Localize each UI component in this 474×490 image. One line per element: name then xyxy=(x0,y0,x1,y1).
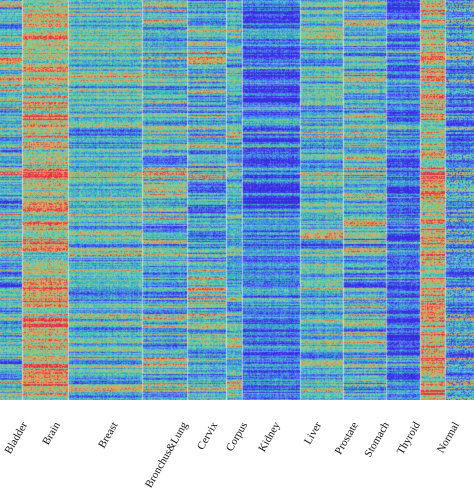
tissue-label-liver: Liver xyxy=(301,420,325,447)
expression-heatmap xyxy=(0,0,474,400)
tissue-label-bronchus-lung: Bronchus&Lung xyxy=(142,420,191,490)
tissue-label-cervix: Cervix xyxy=(194,420,221,452)
tissue-label-brain: Brain xyxy=(40,420,63,448)
tissue-label-bladder: Bladder xyxy=(2,420,31,457)
tissue-label-thyroid: Thyroid xyxy=(394,420,423,457)
tissue-label-normal: Normal xyxy=(434,420,463,456)
tissue-label-stomach: Stomach xyxy=(362,420,392,460)
tissue-label-corpus: Corpus xyxy=(223,420,251,454)
tissue-label-kidney: Kidney xyxy=(256,420,283,455)
heatmap-canvas xyxy=(0,0,474,400)
tissue-label-breast: Breast xyxy=(96,420,121,451)
tissue-label-prostate: Prostate xyxy=(332,420,361,457)
